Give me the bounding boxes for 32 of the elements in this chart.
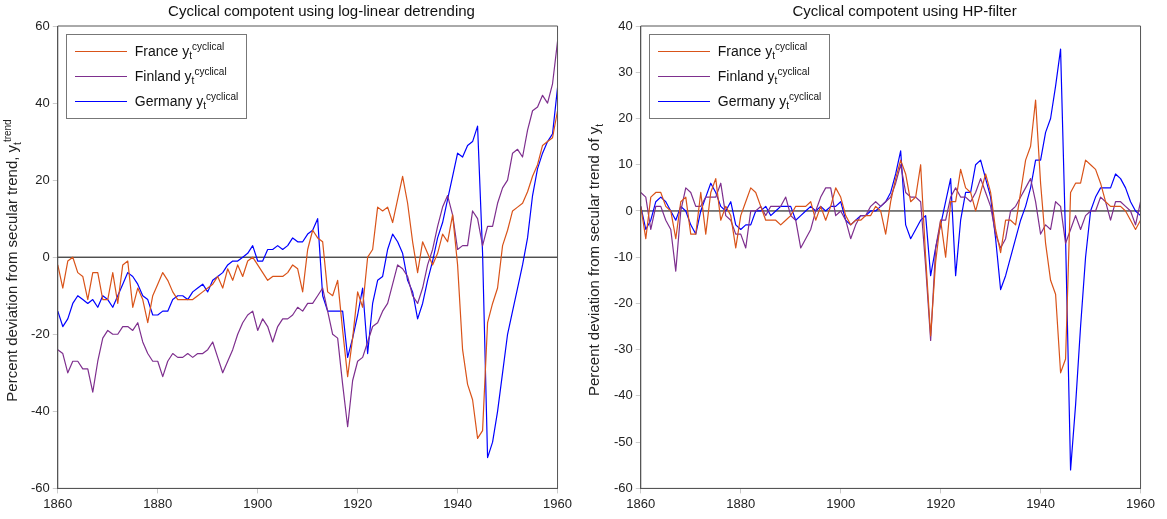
y-tick-label: 20 xyxy=(618,110,633,126)
x-tick-label: 1960 xyxy=(543,495,572,511)
y-tick-label: 0 xyxy=(625,202,633,218)
y-tick-label: -20 xyxy=(613,295,633,311)
y-tick-label: -40 xyxy=(613,387,633,403)
y-tick-label: -60 xyxy=(613,479,633,495)
x-tick-label: 1880 xyxy=(726,495,756,511)
y-tick-label: 40 xyxy=(35,94,50,110)
y-tick-label: -60 xyxy=(30,479,50,495)
x-tick-label: 1900 xyxy=(243,495,273,511)
x-tick-label: 1960 xyxy=(1126,495,1155,511)
x-tick-label: 1880 xyxy=(143,495,173,511)
y-tick-label: -40 xyxy=(30,402,50,418)
x-tick-label: 1940 xyxy=(443,495,473,511)
chart-title: Cyclical compotent using log-linear detrending xyxy=(167,2,476,19)
y-tick-label: 60 xyxy=(35,17,50,33)
x-tick-label: 1920 xyxy=(926,495,956,511)
y-tick-label: -30 xyxy=(613,341,633,357)
y-tick-label: 0 xyxy=(42,248,50,264)
x-tick-label: 1860 xyxy=(43,495,73,511)
chart-title: Cyclical compotent using HP-filter xyxy=(791,2,1018,19)
y-tick-label: -20 xyxy=(30,325,50,341)
x-tick-label: 1860 xyxy=(626,495,656,511)
y-tick-label: -50 xyxy=(613,433,633,449)
x-tick-label: 1920 xyxy=(343,495,373,511)
y-tick-label: 20 xyxy=(35,171,50,187)
y-tick-label: 10 xyxy=(618,156,633,172)
x-tick-label: 1900 xyxy=(826,495,856,511)
y-tick-label: 40 xyxy=(618,17,633,33)
x-tick-label: 1940 xyxy=(1026,495,1056,511)
y-tick-label: -10 xyxy=(613,248,633,264)
y-tick-label: 30 xyxy=(618,63,633,79)
